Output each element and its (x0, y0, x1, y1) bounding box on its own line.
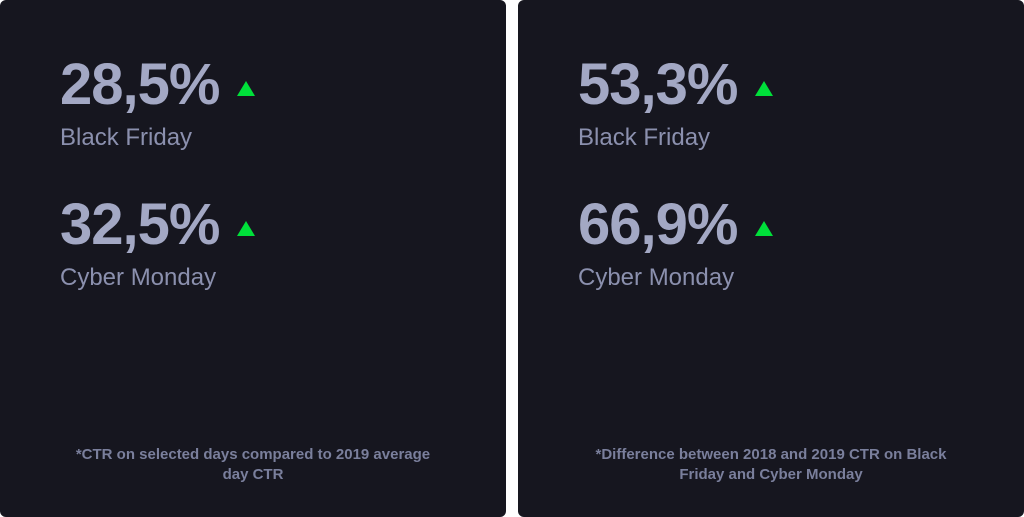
metric-label: Black Friday (60, 124, 446, 152)
metric-row: 66,9% (578, 196, 964, 254)
metric-row: 53,3% (578, 56, 964, 114)
metric-value: 28,5% (60, 56, 219, 114)
metric-label: Cyber Monday (60, 264, 446, 292)
metric-row: 32,5% (60, 196, 446, 254)
metric-value: 66,9% (578, 196, 737, 254)
card-footnote: *Difference between 2018 and 2019 CTR on… (578, 445, 964, 494)
metric-row: 28,5% (60, 56, 446, 114)
metric-label: Cyber Monday (578, 264, 964, 292)
card-footnote: *CTR on selected days compared to 2019 a… (60, 445, 446, 494)
metric-value: 53,3% (578, 56, 737, 114)
trend-up-icon (755, 81, 773, 96)
trend-up-icon (755, 221, 773, 236)
metric-value: 32,5% (60, 196, 219, 254)
metric-block: 32,5% Cyber Monday (60, 196, 446, 292)
metric-block: 28,5% Black Friday (60, 56, 446, 152)
metric-block: 53,3% Black Friday (578, 56, 964, 152)
trend-up-icon (237, 221, 255, 236)
stat-card-left: 28,5% Black Friday 32,5% Cyber Monday *C… (0, 0, 506, 517)
trend-up-icon (237, 81, 255, 96)
metric-label: Black Friday (578, 124, 964, 152)
stat-card-right: 53,3% Black Friday 66,9% Cyber Monday *D… (518, 0, 1024, 517)
metric-block: 66,9% Cyber Monday (578, 196, 964, 292)
